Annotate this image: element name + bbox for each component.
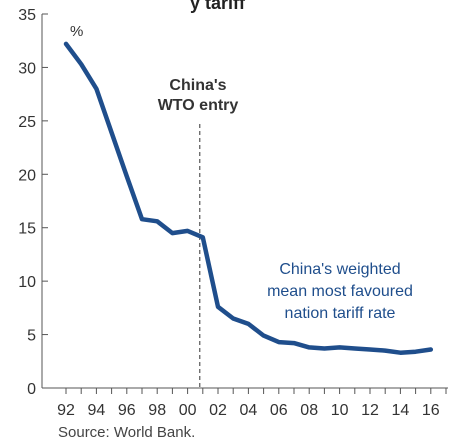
series-line-tariff-rate bbox=[63, 41, 434, 355]
x-tick-label: 02 bbox=[209, 402, 227, 419]
wto-annotation-line-1: China's bbox=[169, 77, 226, 94]
x-tick-label: 92 bbox=[57, 402, 75, 419]
x-tick-label: 10 bbox=[331, 402, 349, 419]
y-tick-label: 25 bbox=[18, 114, 36, 131]
x-tick-label: 98 bbox=[148, 402, 166, 419]
x-tick-label: 00 bbox=[179, 402, 197, 419]
x-axis-ticks: 92 94 96 98 00 02 04 06 08 10 12 14 16 bbox=[57, 388, 447, 419]
chart-title-fragment: y tariff bbox=[190, 0, 246, 13]
y-tick-label: 15 bbox=[18, 221, 36, 238]
y-tick-label: 5 bbox=[27, 328, 36, 345]
x-tick-label: 94 bbox=[88, 402, 106, 419]
x-tick-label: 16 bbox=[422, 402, 440, 419]
y-axis-unit-label: % bbox=[70, 23, 83, 40]
series-label-line-1: China's weighted bbox=[279, 261, 400, 278]
series-label-line-3: nation tariff rate bbox=[285, 305, 396, 322]
y-tick-label: 20 bbox=[18, 167, 36, 184]
series-label-line-2: mean most favoured bbox=[267, 283, 413, 300]
x-tick-label: 06 bbox=[270, 402, 288, 419]
y-tick-label: 30 bbox=[18, 60, 36, 77]
wto-annotation-line-2: WTO entry bbox=[158, 97, 239, 114]
x-tick-label: 96 bbox=[118, 402, 136, 419]
x-tick-label: 04 bbox=[240, 402, 258, 419]
x-tick-label: 08 bbox=[300, 402, 318, 419]
y-axis-ticks: 0 5 10 15 20 25 30 35 bbox=[18, 7, 48, 398]
x-tick-label: 14 bbox=[392, 402, 410, 419]
y-tick-label: 0 bbox=[27, 381, 36, 398]
y-tick-label: 35 bbox=[18, 7, 36, 24]
y-tick-label: 10 bbox=[18, 274, 36, 291]
source-note: Source: World Bank. bbox=[58, 424, 195, 441]
x-tick-label: 12 bbox=[361, 402, 379, 419]
